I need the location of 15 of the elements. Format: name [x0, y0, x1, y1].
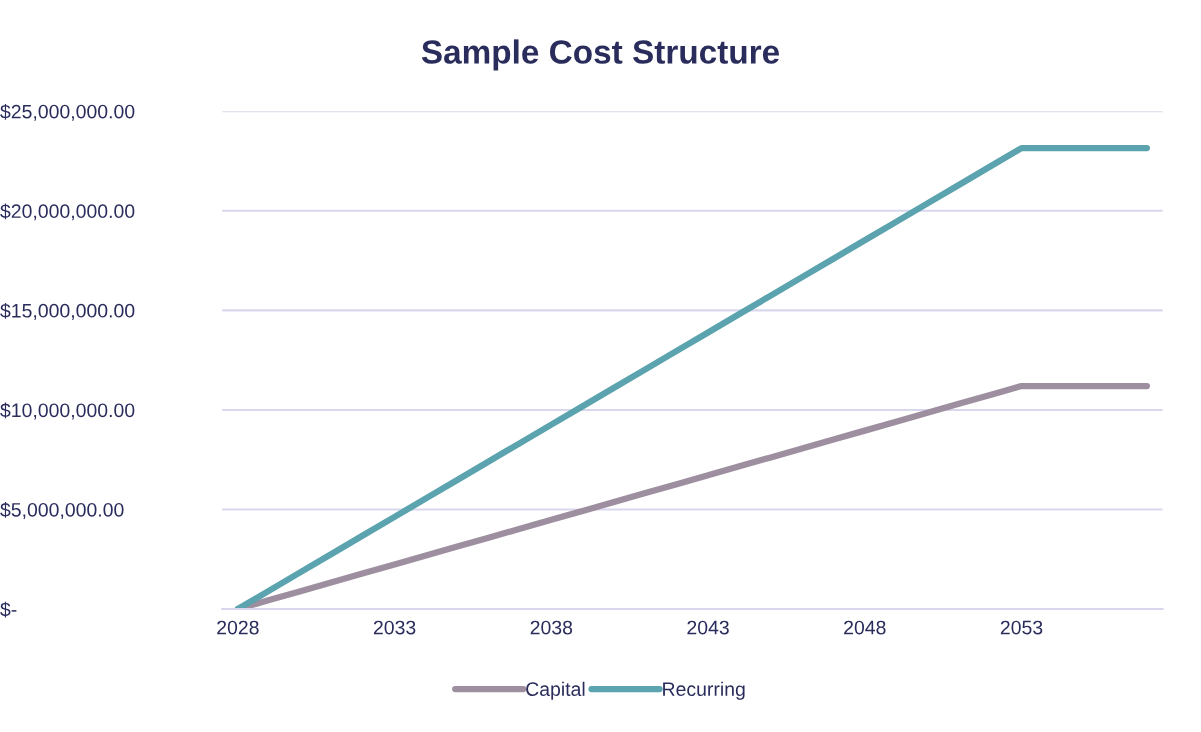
y-tick-label: $-: [0, 601, 17, 618]
y-tick-label: $20,000,000.00: [0, 203, 135, 221]
legend-label: Capital: [526, 681, 585, 700]
y-tick-label: $10,000,000.00: [0, 402, 135, 420]
y-tick-label: $15,000,000.00: [0, 303, 135, 320]
y-tick-label: $5,000,000.00: [0, 502, 124, 520]
chart-title: Sample Cost Structure: [421, 39, 780, 71]
legend-label: Recurring: [663, 681, 745, 700]
x-tick-label: 2033: [373, 620, 416, 635]
x-tick-label: 2053: [1000, 620, 1043, 635]
x-tick-label: 2038: [530, 620, 573, 635]
x-tick-label: 2048: [844, 620, 886, 635]
x-tick-label: 2028: [217, 620, 259, 635]
y-tick-label: $25,000,000.00: [0, 103, 135, 121]
x-tick-label: 2043: [687, 620, 729, 635]
